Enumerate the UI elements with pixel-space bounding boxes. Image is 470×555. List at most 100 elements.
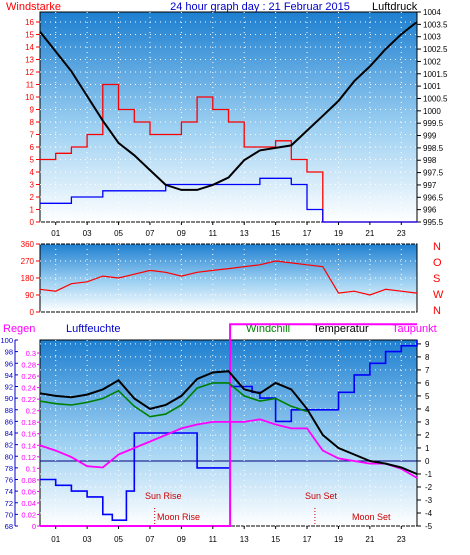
wind-average-series [40, 177, 417, 223]
wind-tick-label: 16 [25, 18, 34, 27]
pressure-tick-label: 996.5 [423, 193, 444, 202]
pressure-tick-label: 998 [423, 156, 437, 165]
compass-letter: S [433, 273, 440, 285]
temp-tick-label: 1 [425, 444, 430, 453]
humidity-tick-label: 86 [5, 417, 13, 426]
wind-tick-label: 0 [30, 218, 35, 227]
x-tick-label: 11 [209, 535, 218, 544]
rain-tick-label: 0.12 [21, 453, 36, 462]
rain-tick-label: 0.18 [21, 418, 36, 427]
x-tick-label: 19 [334, 535, 343, 544]
x-tick-label: 19 [334, 229, 343, 238]
x-tick-label: 21 [365, 535, 374, 544]
sunset-annotation: Sun Set [305, 491, 338, 501]
wind-tick-label: 9 [30, 106, 35, 115]
wind-tick-label: 10 [25, 93, 34, 102]
pressure-tick-label: 1002.5 [423, 45, 448, 54]
pressure-tick-label: 997.5 [423, 169, 444, 178]
wind-tick-label: 14 [25, 43, 34, 52]
rain-series [40, 323, 417, 527]
windchill-label: Windchill [246, 323, 290, 335]
x-tick-label: 01 [51, 229, 60, 238]
pressure-tick-label: 999.5 [423, 119, 444, 128]
humidity-tick-label: 94 [5, 371, 13, 380]
humidity-label: Luftfeuchte [66, 323, 120, 335]
wind-tick-label: 1 [30, 206, 35, 215]
temp-tick-label: 0 [425, 457, 430, 466]
x-tick-label: 01 [51, 535, 60, 544]
rain-tick-label: 0.24 [21, 384, 36, 393]
dewpoint-series [39, 418, 418, 479]
humidity-tick-label: 92 [5, 383, 13, 392]
wind-tick-label: 7 [30, 131, 35, 140]
x-tick-label: 17 [303, 535, 312, 544]
humidity-tick-label: 90 [5, 394, 13, 403]
pressure-tick-label: 1004 [423, 8, 441, 17]
moonrise-annotation: Moon Rise [157, 512, 200, 522]
rain-tick-label: 0.14 [21, 441, 36, 450]
wind-axis-label: Windstarke [6, 1, 61, 13]
temp-tick-label: 5 [425, 392, 430, 401]
pressure-tick-label: 1000 [423, 107, 441, 116]
rain-tick-label: 0.06 [21, 487, 36, 496]
humidity-tick-label: 68 [5, 522, 13, 531]
temp-tick-label: -3 [425, 496, 433, 505]
humidity-tick-label: 82 [5, 441, 13, 450]
humidity-tick-label: 72 [5, 499, 13, 508]
wind-tick-label: 3 [30, 181, 35, 190]
x-tick-label: 05 [114, 535, 123, 544]
rain-tick-label: 0.26 [21, 372, 36, 381]
x-tick-label: 03 [83, 229, 92, 238]
temp-tick-label: 8 [425, 353, 430, 362]
x-tick-label: 05 [114, 229, 123, 238]
sunrise-annotation: Sun Rise [145, 491, 182, 501]
wind-tick-label: 2 [30, 193, 35, 202]
rain-tick-label: 0.16 [21, 430, 36, 439]
temp-tick-label: 3 [425, 418, 430, 427]
x-tick-label: 13 [240, 535, 249, 544]
x-tick-label: 09 [177, 229, 186, 238]
x-tick-label: 07 [146, 535, 155, 544]
x-tick-label: 23 [397, 229, 406, 238]
temp-tick-label: -4 [425, 509, 433, 518]
temperature-plot-area [39, 339, 418, 527]
temp-tick-label: 9 [425, 340, 430, 349]
compass-letter: N [433, 241, 441, 253]
compass-letter: O [433, 257, 442, 269]
rain-tick-label: 0.22 [21, 395, 36, 404]
temp-tick-label: -1 [425, 470, 433, 479]
wind-tick-label: 6 [30, 143, 35, 152]
temp-tick-label: 4 [425, 405, 430, 414]
rain-label: Regen [3, 323, 35, 335]
pressure-tick-label: 997 [423, 181, 437, 190]
x-tick-label: 09 [177, 535, 186, 544]
wind-tick-label: 13 [25, 56, 34, 65]
pressure-tick-label: 1002 [423, 57, 441, 66]
humidity-tick-label: 74 [5, 487, 13, 496]
wind-tick-label: 5 [30, 156, 35, 165]
rain-tick-label: 0.08 [21, 476, 36, 485]
rain-tick-label: 0.04 [21, 499, 36, 508]
x-tick-label: 07 [146, 229, 155, 238]
pressure-tick-label: 999 [423, 132, 437, 141]
humidity-tick-label: 84 [5, 429, 13, 438]
pressure-tick-label: 996 [423, 206, 437, 215]
pressure-tick-label: 995.5 [423, 218, 444, 227]
gust-series [40, 83, 417, 223]
direction-tick-label: 180 [21, 274, 35, 283]
rain-tick-label: 0.02 [21, 510, 36, 519]
temp-tick-label: -2 [425, 483, 433, 492]
humidity-tick-label: 80 [5, 452, 13, 461]
x-tick-label: 17 [303, 229, 312, 238]
rain-tick-label: 0 [32, 522, 36, 531]
temperature-series [39, 370, 418, 475]
chart-title: 24 hour graph day : 21 Februar 2015 [170, 1, 350, 13]
rain-tick-label: 0.3 [26, 349, 36, 358]
temp-tick-label: -5 [425, 522, 433, 531]
direction-series [39, 260, 418, 296]
direction-tick-label: 360 [21, 240, 35, 249]
wind-tick-label: 12 [25, 68, 34, 77]
humidity-tick-label: 78 [5, 464, 13, 473]
rain-tick-label: 0.1 [26, 464, 36, 473]
